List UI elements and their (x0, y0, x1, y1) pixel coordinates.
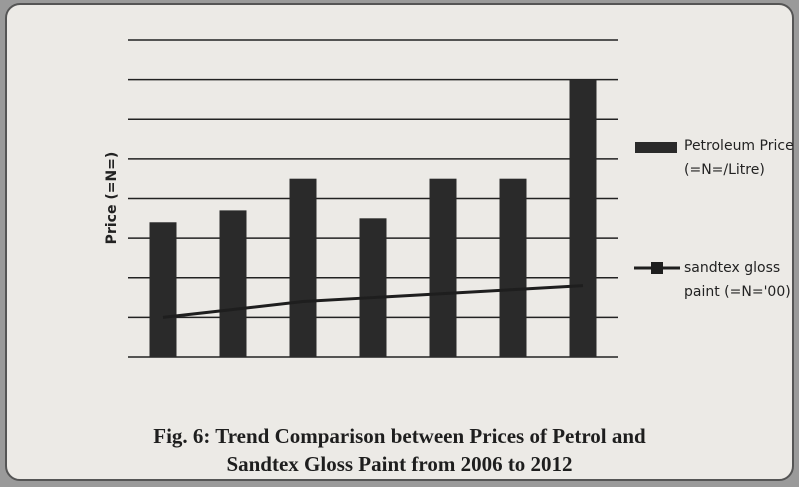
bar (499, 178, 527, 357)
bar (289, 178, 317, 357)
caption-line: Sandtex Gloss Paint from 2006 to 2012 (226, 452, 573, 476)
caption-line: Fig. 6: Trend Comparison between Prices … (153, 424, 646, 448)
bar (219, 210, 247, 357)
legend-marker (651, 262, 663, 274)
legend-label: Petroleum Price (=N=/Litre) (684, 138, 794, 178)
bar (359, 218, 387, 357)
panel (5, 3, 794, 481)
bar (149, 222, 177, 357)
legend-swatch-bar (635, 142, 677, 153)
bar (429, 178, 457, 357)
line-series (162, 284, 584, 319)
legend-label: sandtex gloss paint (=N='00) (684, 260, 791, 300)
bar (569, 79, 597, 357)
y-axis-label: Price (=N=) (104, 152, 120, 245)
